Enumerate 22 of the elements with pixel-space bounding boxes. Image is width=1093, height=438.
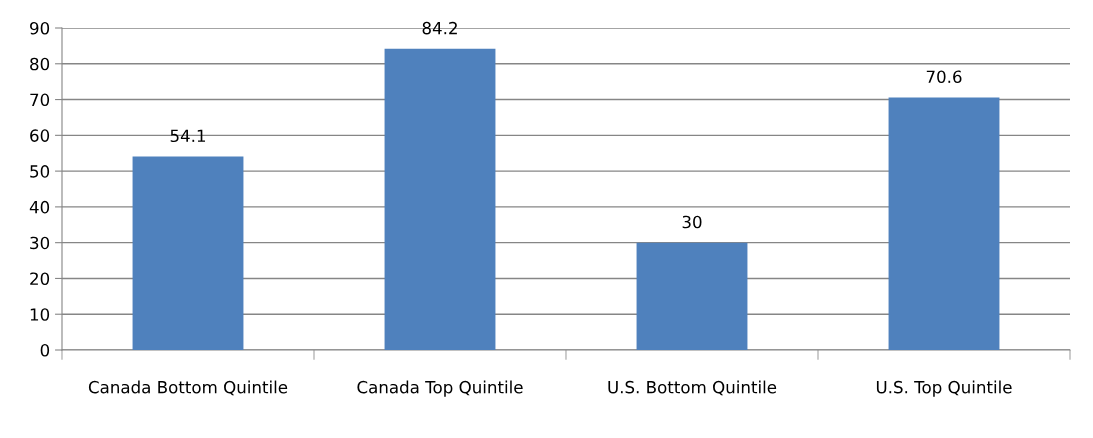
y-tick-label: 90: [30, 21, 50, 35]
y-tick-label: 40: [29, 200, 50, 214]
bar: [888, 97, 1000, 350]
bar: [132, 156, 244, 350]
bar: [384, 48, 496, 350]
data-label: 84.2: [422, 21, 457, 35]
y-tick-label: 80: [30, 57, 50, 71]
y-tick-label: 60: [30, 129, 50, 142]
data-label: 54.1: [170, 129, 206, 143]
data-label: 30: [682, 215, 702, 229]
y-tick-label: 30: [30, 236, 50, 250]
y-tick-label: 20: [30, 272, 50, 286]
x-tick-label: U.S. Top Quintile: [876, 380, 1012, 397]
x-tick-label: Canada Bottom Quintile: [88, 380, 288, 396]
x-tick-label: U.S. Bottom Quintile: [608, 380, 777, 396]
y-tick-label: 10: [30, 308, 50, 321]
bar: [636, 242, 748, 350]
y-tick-label: 50: [30, 165, 50, 178]
x-tick-label: Canada Top Quintile: [357, 380, 523, 397]
data-label: 70.6: [926, 70, 962, 84]
y-tick-label: 0: [40, 343, 50, 357]
y-tick-label: 70: [30, 93, 50, 107]
